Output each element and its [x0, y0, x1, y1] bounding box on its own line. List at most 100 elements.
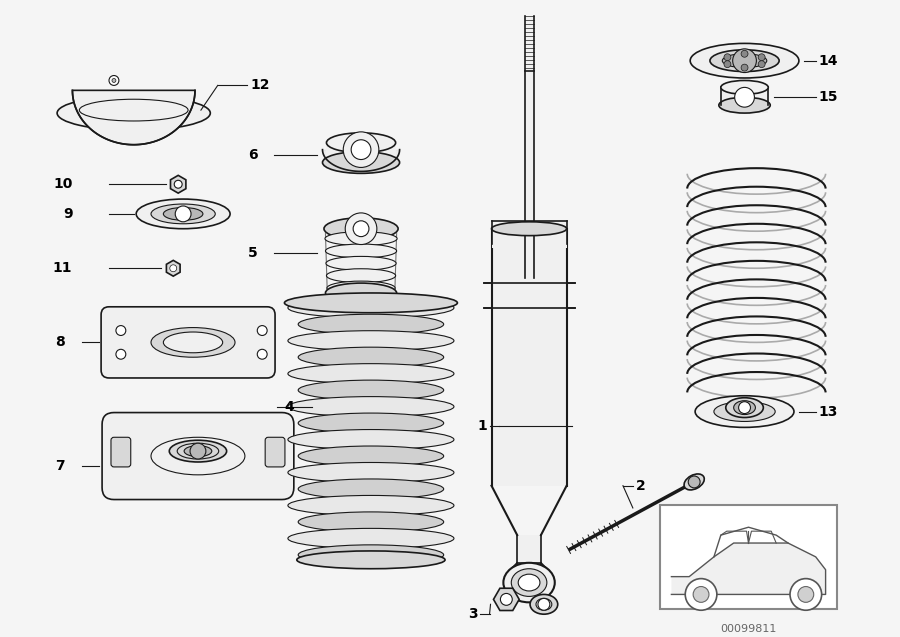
Text: 9: 9 [63, 207, 72, 221]
Circle shape [741, 50, 748, 57]
Ellipse shape [164, 208, 202, 220]
Ellipse shape [288, 331, 454, 351]
Ellipse shape [324, 218, 398, 240]
Circle shape [500, 594, 512, 605]
Ellipse shape [326, 283, 397, 303]
Text: 1: 1 [478, 419, 488, 433]
Text: 4: 4 [284, 399, 293, 413]
Ellipse shape [288, 429, 454, 450]
Ellipse shape [710, 50, 779, 71]
Ellipse shape [288, 397, 454, 417]
Ellipse shape [734, 401, 755, 415]
FancyBboxPatch shape [266, 437, 285, 467]
Ellipse shape [297, 551, 446, 569]
Circle shape [116, 349, 126, 359]
Circle shape [351, 140, 371, 159]
Circle shape [724, 54, 731, 61]
Ellipse shape [151, 204, 215, 224]
Polygon shape [493, 588, 519, 610]
Ellipse shape [288, 496, 454, 515]
Circle shape [346, 213, 377, 245]
Circle shape [343, 132, 379, 168]
Circle shape [170, 265, 176, 272]
Ellipse shape [288, 364, 454, 383]
Ellipse shape [684, 474, 705, 490]
Circle shape [109, 76, 119, 85]
Ellipse shape [136, 199, 230, 229]
Ellipse shape [288, 297, 454, 318]
Circle shape [739, 402, 751, 413]
Circle shape [724, 61, 731, 68]
Text: 7: 7 [55, 459, 65, 473]
Text: 13: 13 [819, 404, 838, 419]
Ellipse shape [491, 222, 567, 236]
Circle shape [538, 598, 550, 610]
Text: 12: 12 [250, 78, 270, 92]
Polygon shape [170, 175, 186, 193]
Text: 00099811: 00099811 [720, 624, 777, 634]
Ellipse shape [322, 152, 400, 173]
Ellipse shape [327, 269, 396, 283]
Circle shape [734, 87, 754, 107]
Ellipse shape [327, 133, 396, 153]
FancyBboxPatch shape [102, 413, 293, 499]
Ellipse shape [298, 545, 444, 565]
Ellipse shape [151, 327, 235, 357]
FancyBboxPatch shape [101, 307, 275, 378]
Ellipse shape [326, 257, 396, 270]
Ellipse shape [721, 80, 769, 94]
Ellipse shape [536, 598, 552, 610]
Text: 2: 2 [635, 479, 645, 492]
Text: 11: 11 [53, 261, 72, 275]
Circle shape [257, 326, 267, 336]
Ellipse shape [298, 380, 444, 400]
Text: 15: 15 [819, 90, 838, 104]
Circle shape [685, 578, 717, 610]
Polygon shape [72, 90, 195, 145]
Circle shape [190, 443, 206, 459]
Bar [491, 229, 567, 485]
Ellipse shape [695, 396, 794, 427]
Circle shape [353, 221, 369, 236]
Ellipse shape [298, 512, 444, 532]
Bar [327, 143, 396, 162]
Polygon shape [671, 543, 825, 594]
Ellipse shape [298, 314, 444, 334]
Bar [518, 535, 541, 565]
Ellipse shape [714, 402, 775, 422]
Text: 14: 14 [819, 54, 838, 68]
Bar [660, 506, 838, 609]
Ellipse shape [327, 281, 395, 295]
Ellipse shape [719, 97, 770, 113]
Ellipse shape [298, 413, 444, 433]
Circle shape [257, 349, 267, 359]
Bar [491, 221, 567, 248]
Ellipse shape [169, 440, 227, 462]
FancyBboxPatch shape [111, 437, 130, 467]
Ellipse shape [298, 446, 444, 466]
Circle shape [175, 180, 182, 188]
Circle shape [758, 61, 765, 68]
Ellipse shape [511, 569, 547, 596]
Ellipse shape [725, 397, 763, 417]
Ellipse shape [288, 528, 454, 548]
Ellipse shape [326, 244, 397, 258]
Bar [721, 87, 769, 113]
Ellipse shape [284, 293, 457, 313]
Circle shape [112, 78, 116, 82]
Ellipse shape [288, 462, 454, 483]
Circle shape [798, 587, 814, 603]
Circle shape [693, 587, 709, 603]
Circle shape [733, 49, 756, 73]
Text: 10: 10 [53, 177, 72, 191]
Polygon shape [166, 261, 180, 276]
Circle shape [176, 206, 191, 222]
Ellipse shape [723, 54, 767, 68]
Ellipse shape [177, 443, 219, 459]
Circle shape [758, 54, 765, 61]
Ellipse shape [518, 574, 540, 591]
Ellipse shape [57, 96, 211, 131]
Circle shape [741, 64, 748, 71]
Ellipse shape [690, 43, 799, 78]
Ellipse shape [503, 563, 554, 603]
